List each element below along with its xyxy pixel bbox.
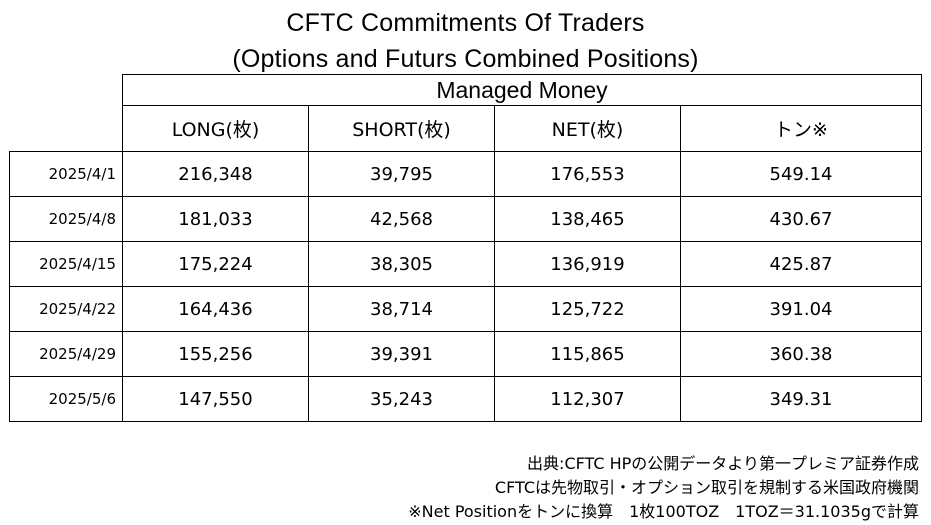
cell-net: 136,919 xyxy=(494,241,681,287)
column-header-long: LONG(枚) xyxy=(122,105,309,152)
footnotes: 出典:CFTC HPの公開データより第一プレミア証券作成 CFTCは先物取引・オ… xyxy=(408,452,919,524)
table-corner xyxy=(10,75,123,106)
cell-tons: 349.31 xyxy=(680,376,922,422)
table-row: 2025/4/15 175,224 38,305 136,919 425.87 xyxy=(9,241,922,287)
cell-long: 175,224 xyxy=(122,241,309,287)
cftc-note: CFTCは先物取引・オプション取引を規制する米国政府機関 xyxy=(494,478,919,497)
row-date: 2025/4/22 xyxy=(9,286,123,332)
table-row: 2025/4/22 164,436 38,714 125,722 391.04 xyxy=(9,286,922,332)
chart-title: CFTC Commitments Of Traders xyxy=(286,9,645,37)
cell-short: 38,305 xyxy=(308,241,495,287)
column-header-tons: トン※ xyxy=(680,105,922,152)
cell-long: 164,436 xyxy=(122,286,309,332)
row-date: 2025/4/8 xyxy=(9,196,123,242)
cell-short: 38,714 xyxy=(308,286,495,332)
row-date: 2025/4/1 xyxy=(9,151,123,197)
cell-long: 147,550 xyxy=(122,376,309,422)
cell-tons: 360.38 xyxy=(680,331,922,377)
cell-tons: 549.14 xyxy=(680,151,922,197)
row-date: 2025/5/6 xyxy=(9,376,123,422)
cell-tons: 391.04 xyxy=(680,286,922,332)
column-header-net: NET(枚) xyxy=(494,105,681,152)
row-date: 2025/4/15 xyxy=(9,241,123,287)
column-header-short: SHORT(枚) xyxy=(308,105,495,152)
conversion-note: ※Net Positionをトンに換算 1枚100TOZ 1TOZ＝31.103… xyxy=(408,502,919,521)
table-row: 2025/5/6 147,550 35,243 112,307 349.31 xyxy=(9,376,922,422)
cell-net: 115,865 xyxy=(494,331,681,377)
cell-short: 39,391 xyxy=(308,331,495,377)
row-date: 2025/4/29 xyxy=(9,331,123,377)
chart-subtitle: (Options and Futurs Combined Positions) xyxy=(232,45,699,73)
source-note: 出典:CFTC HPの公開データより第一プレミア証券作成 xyxy=(527,454,919,473)
cell-tons: 425.87 xyxy=(680,241,922,287)
cell-net: 176,553 xyxy=(494,151,681,197)
cell-net: 112,307 xyxy=(494,376,681,422)
table-corner xyxy=(10,106,123,152)
cell-short: 39,795 xyxy=(308,151,495,197)
group-header: Managed Money xyxy=(122,74,922,106)
cell-long: 216,348 xyxy=(122,151,309,197)
cell-short: 42,568 xyxy=(308,196,495,242)
table-row: 2025/4/29 155,256 39,391 115,865 360.38 xyxy=(9,331,922,377)
cot-table: Managed Money LONG(枚) SHORT(枚) NET(枚) トン… xyxy=(9,74,922,422)
cell-long: 181,033 xyxy=(122,196,309,242)
table-row: 2025/4/8 181,033 42,568 138,465 430.67 xyxy=(9,196,922,242)
cell-short: 35,243 xyxy=(308,376,495,422)
cell-net: 138,465 xyxy=(494,196,681,242)
cell-long: 155,256 xyxy=(122,331,309,377)
cell-tons: 430.67 xyxy=(680,196,922,242)
cell-net: 125,722 xyxy=(494,286,681,332)
table-row: 2025/4/1 216,348 39,795 176,553 549.14 xyxy=(9,151,922,197)
